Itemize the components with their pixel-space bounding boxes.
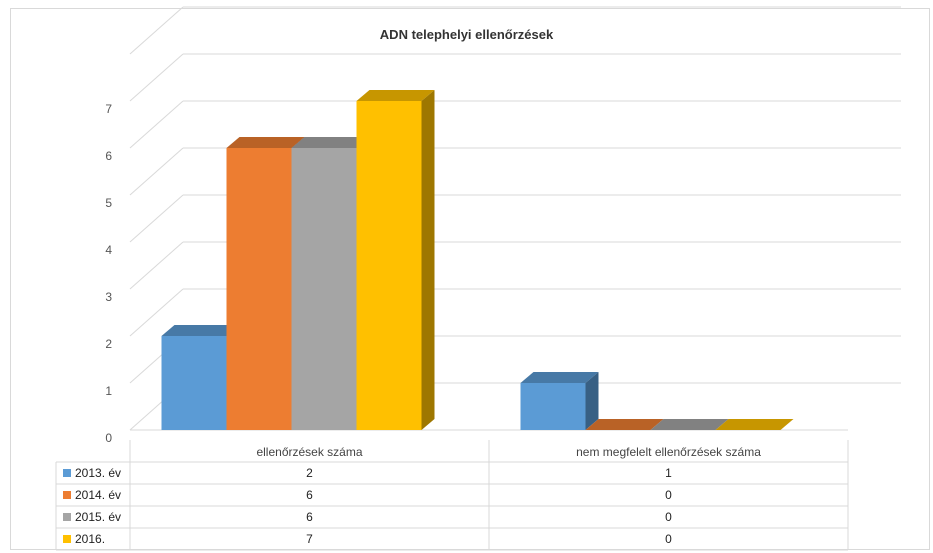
gridline-diagonal [129, 288, 184, 337]
bar-0-3 [356, 90, 435, 430]
bar-1-1 [585, 419, 664, 430]
legend-entry: 2014. év [75, 488, 121, 502]
gridline-diagonal [129, 147, 184, 196]
bar-top [650, 419, 729, 430]
gridline-diagonal [129, 241, 184, 290]
y-tick-label: 4 [105, 243, 112, 257]
y-tick-label: 1 [105, 384, 112, 398]
bar-1-3 [715, 419, 794, 430]
gridline-diagonal [129, 100, 184, 149]
y-tick-label: 7 [105, 102, 112, 116]
bar-top [585, 419, 664, 430]
bar-top [291, 137, 370, 148]
data-label: 1 [665, 466, 672, 480]
bar-top [226, 137, 305, 148]
y-tick-label: 3 [105, 290, 112, 304]
gridline-diagonal [129, 194, 184, 243]
data-label: 0 [665, 510, 672, 524]
legend-entry: 2015. év [75, 510, 121, 524]
bar-top [715, 419, 794, 430]
bar-front [226, 148, 292, 430]
legend-entry: 2016. [75, 532, 105, 546]
data-label: 7 [306, 532, 313, 546]
chart-title: ADN telephelyi ellenőrzések [379, 27, 554, 42]
bar-0-2 [291, 137, 370, 430]
bar-front [291, 148, 357, 430]
legend-entry: 2013. év [75, 466, 121, 480]
y-axis: 0 1 2 3 4 5 6 7 [105, 102, 112, 445]
y-tick-label: 0 [105, 431, 112, 445]
bars [161, 90, 794, 430]
bar-top [161, 325, 240, 336]
category-label: nem megfelelt ellenőrzések száma [576, 445, 761, 459]
data-label: 0 [665, 488, 672, 502]
chart-frame [10, 8, 930, 550]
bar-top [520, 372, 599, 383]
data-label: 2 [306, 466, 313, 480]
bar-front [356, 101, 422, 430]
legend-swatch [63, 469, 71, 477]
y-tick-label: 2 [105, 337, 112, 351]
gridline-diagonal [129, 6, 184, 55]
data-label: 0 [665, 532, 672, 546]
data-table: ellenőrzések száma nem megfelelt ellenőrz… [55, 440, 849, 551]
bar-front [520, 383, 586, 430]
bar-1-0 [520, 372, 599, 430]
y-tick-label: 6 [105, 149, 112, 163]
legend-swatch [63, 535, 71, 543]
bar-side [421, 90, 435, 430]
data-label: 6 [306, 488, 313, 502]
bar-side [585, 372, 599, 430]
category-label: ellenőrzések száma [256, 445, 362, 459]
legend-swatch [63, 491, 71, 499]
y-tick-label: 5 [105, 196, 112, 210]
bar-1-2 [650, 419, 729, 430]
bar-front [161, 336, 227, 430]
data-label: 6 [306, 510, 313, 524]
gridline-diagonal [129, 53, 184, 102]
legend-swatch [63, 513, 71, 521]
bar-top [356, 90, 435, 101]
